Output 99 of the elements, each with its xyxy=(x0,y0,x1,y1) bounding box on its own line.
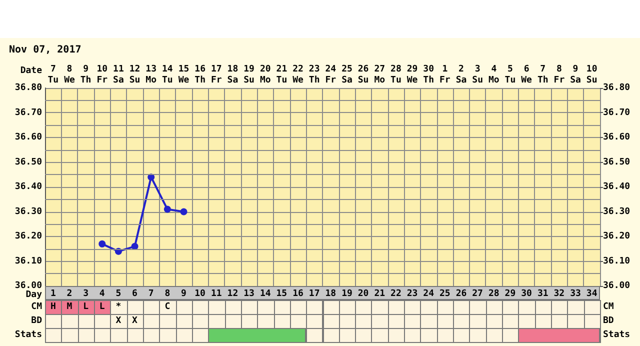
x2-tick-label: 14 xyxy=(258,288,272,301)
x-tick-label: 5 Tu xyxy=(504,64,516,86)
x2-tick-label: 10 xyxy=(194,288,206,301)
x-tick-label: 17 Fr xyxy=(210,64,222,86)
text: Stats xyxy=(14,329,42,342)
y-tick-label: 36.40 xyxy=(14,182,42,192)
x-tick-label: 10 Su xyxy=(586,64,598,86)
x-tick-label: 14 Tu xyxy=(162,64,174,86)
x-tick-label: 25 Sa xyxy=(342,64,352,86)
y-tick-label: 36.20 xyxy=(14,232,42,242)
x2-tick-label: 13 xyxy=(242,288,256,301)
y2-tick-label: 36.20 xyxy=(603,232,630,242)
x-tick-label: 27 Mo xyxy=(374,64,386,86)
x2-tick-label: 9 xyxy=(180,288,188,301)
x2-tick-label: 7 xyxy=(147,288,155,301)
y-tick-label: 36.00 xyxy=(14,281,42,291)
x2-tick-label: 11 xyxy=(210,288,223,301)
x2-tick-label: 32 xyxy=(552,288,566,301)
x-tick-label: 12 Su xyxy=(129,64,140,86)
x-tick-label: 7 Th xyxy=(537,64,548,86)
x2-tick-label: 24 xyxy=(422,288,436,301)
x2-tick-label: 26 xyxy=(454,288,468,301)
y2-tick-label: 36.40 xyxy=(603,182,630,192)
x-tick-label: 8 Fr xyxy=(554,64,566,86)
y2-tick-label: 36.50 xyxy=(603,157,630,168)
point xyxy=(98,240,106,248)
y2-tick-label: 36.10 xyxy=(603,256,630,266)
x-tick-label: 28 Tu xyxy=(390,64,402,86)
x-tick-label: 22 We xyxy=(292,64,304,86)
text: BD xyxy=(30,315,42,328)
x-tick-label: 9 Th xyxy=(80,64,92,86)
x-tick-label: 7 Tu xyxy=(48,64,59,86)
x-tick-label: 30 Th xyxy=(423,64,434,86)
x2-tick-label: 31 xyxy=(536,288,550,301)
x-tick-label: 16 Th xyxy=(194,64,206,86)
x-tick-label: 6 We xyxy=(521,64,533,86)
x-tick-label: 26 Su xyxy=(358,64,369,86)
y-tick-label: 36.60 xyxy=(14,132,42,142)
point xyxy=(131,242,138,250)
chart-title: Nov 07, 2017 xyxy=(9,44,82,56)
text: Stats xyxy=(603,330,630,340)
x-tick-label: 24 Fr xyxy=(325,64,337,86)
x2-tick-label: 21 xyxy=(373,288,386,301)
x-tick-label: 2 Sa xyxy=(456,64,467,86)
x2-tick-label: 5 xyxy=(114,288,122,301)
point xyxy=(164,206,171,213)
x2-tick-label: 6 xyxy=(131,288,138,301)
x-tick-label: 8 We xyxy=(64,64,76,86)
text: CM xyxy=(603,302,614,312)
x2-tick-label: 18 xyxy=(324,288,338,301)
x2-tick-label: 25 xyxy=(438,288,452,301)
x-tick-label: 15 We xyxy=(178,64,190,86)
x2-tick-label: 8 xyxy=(164,288,172,301)
x2-tick-label: 30 xyxy=(520,288,533,301)
y-tick-label: 36.30 xyxy=(14,206,42,217)
x2-tick-label: 17 xyxy=(308,288,321,301)
x2-tick-label: 20 xyxy=(356,288,370,301)
y-tick-label: 36.10 xyxy=(14,256,42,266)
x2-tick-label: 28 xyxy=(487,288,500,301)
y2-tick-label: 36.60 xyxy=(603,132,630,142)
y-tick-label: 36.50 xyxy=(14,157,42,168)
x2-tick-label: 15 xyxy=(275,288,288,301)
y2-tick-label: 36.00 xyxy=(603,281,630,291)
x-tick-label: 11 Sa xyxy=(113,64,124,86)
point xyxy=(180,208,188,216)
x2-tick-label: 34 xyxy=(585,288,598,301)
x2-tick-label: 23 xyxy=(406,288,419,301)
x-tick-label: 10 Fr xyxy=(96,64,108,86)
x-axis-title: Date xyxy=(19,65,42,78)
text: BD xyxy=(603,316,614,326)
x-tick-label: 20 Mo xyxy=(260,64,271,86)
text: CM xyxy=(30,301,42,314)
x-tick-label: 3 Su xyxy=(472,64,483,86)
x2-tick-label: 2 xyxy=(66,288,74,301)
x2-tick-label: 4 xyxy=(98,288,106,301)
x-tick-label: 23 Th xyxy=(308,64,320,86)
x-tick-label: 19 Su xyxy=(244,64,254,86)
x2-tick-label: 1 xyxy=(49,288,57,301)
x2-tick-label: 27 xyxy=(471,288,484,301)
x-tick-label: 1 Fr xyxy=(440,64,451,86)
x2-axis-title: Day xyxy=(24,289,42,302)
x-tick-label: 18 Sa xyxy=(227,64,238,86)
x-tick-label: 29 We xyxy=(406,64,418,86)
x2-tick-label: 33 xyxy=(569,288,582,301)
x2-tick-label: 29 xyxy=(504,288,517,301)
x2-tick-label: 22 xyxy=(390,288,402,301)
x2-tick-label: 3 xyxy=(82,288,90,301)
y2-tick-label: 36.80 xyxy=(603,83,630,93)
y-tick-label: 36.70 xyxy=(14,108,42,118)
x-tick-label: 9 Sa xyxy=(570,64,581,86)
y-tick-label: 36.80 xyxy=(14,83,42,93)
x2-tick-label: 16 xyxy=(292,288,304,301)
x-tick-label: 4 Mo xyxy=(488,64,500,86)
x2-tick-label: 12 xyxy=(226,288,240,301)
x-tick-label: 21 Tu xyxy=(276,64,288,86)
y2-tick-label: 36.30 xyxy=(603,206,630,217)
x2-tick-label: 19 xyxy=(340,288,354,301)
x-tick-label: 13 Mo xyxy=(146,64,157,86)
y2-tick-label: 36.70 xyxy=(603,108,630,118)
